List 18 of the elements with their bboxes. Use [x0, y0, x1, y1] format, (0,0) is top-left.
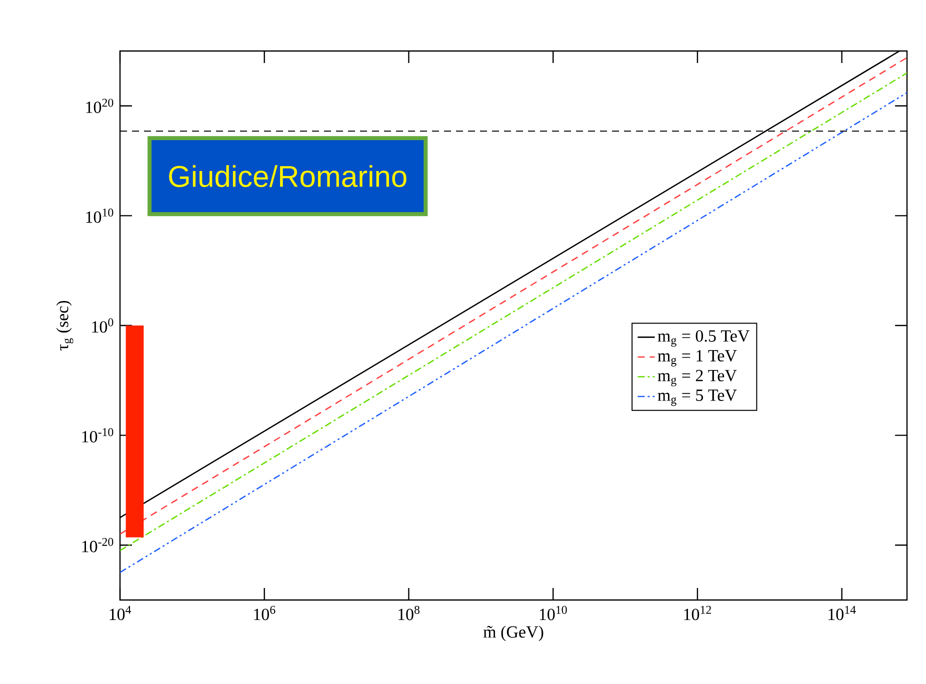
y-tick-label: 10$^{20}$: [86, 98, 114, 114]
x-tick-label: 10$^{6}$: [254, 606, 276, 620]
x-tick-label: 10$^{12}$: [684, 606, 712, 620]
y-axis-title: τ$_{g}$ (sec): [56, 300, 74, 350]
x-tick-label: 10$^{10}$: [540, 606, 567, 620]
y-tick-label: 10$^{-20}$: [82, 538, 114, 552]
legend-label: m$_{g}$ = 2 TeV: [658, 370, 737, 386]
legend-label: m$_{g}$ = 1 TeV: [658, 350, 737, 366]
y-tick-label: 10$^{0}$: [92, 318, 114, 333]
annotation: Giudice/Romarino: [169, 165, 406, 188]
x-tick-label: 10$^{14}$: [828, 606, 856, 620]
x-tick-label: 10$^{4}$: [110, 606, 132, 620]
y-tick-label: 10$^{10}$: [86, 208, 114, 223]
y-tick-label: 10$^{-10}$: [82, 428, 114, 442]
legend-label: m$_{g}$ = 0.5 TeV: [658, 330, 750, 347]
x-axis-title: m̃ (GeV): [483, 626, 544, 642]
legend-label: m$_{g}$ = 5 TeV: [658, 390, 737, 406]
x-tick-label: 10$^{8}$: [398, 606, 420, 620]
